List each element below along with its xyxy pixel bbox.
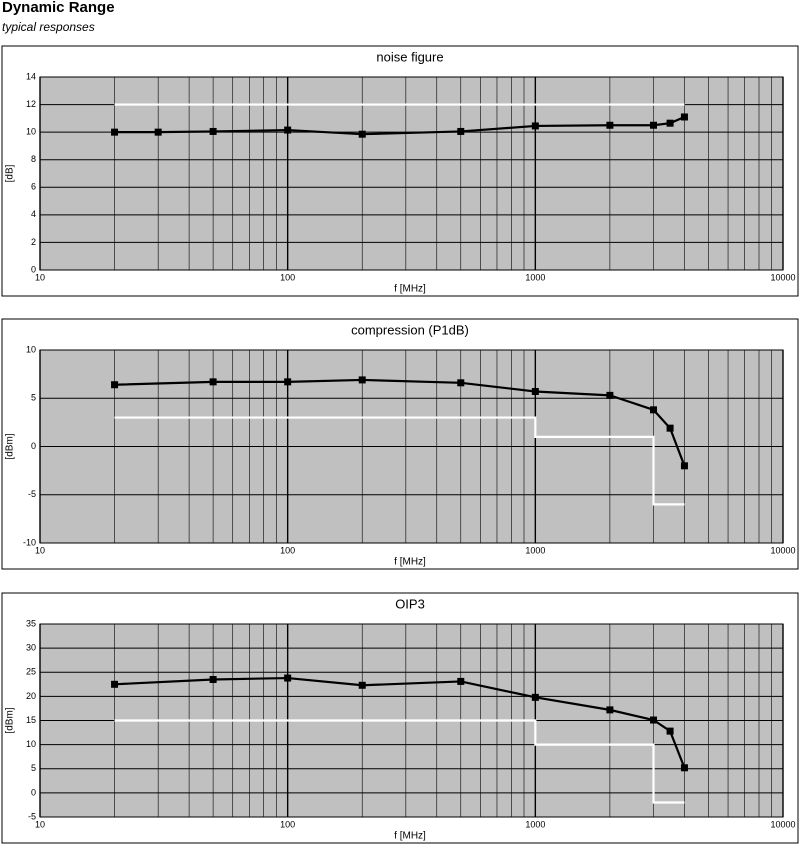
- data-point: [209, 127, 217, 135]
- y-tick-label: 6: [31, 182, 36, 192]
- series-line: [114, 416, 685, 506]
- x-tick-label: 10000: [770, 545, 795, 555]
- data-point: [457, 127, 465, 135]
- y-tick-label: 2: [31, 237, 36, 247]
- x-axis-label: f [MHz]: [394, 831, 426, 842]
- data-point: [531, 122, 539, 130]
- y-tick-label: 5: [31, 393, 36, 403]
- y-tick-label: 10: [26, 127, 36, 137]
- y-tick-label: 25: [26, 667, 36, 677]
- data-point: [358, 681, 366, 689]
- data-point: [209, 675, 217, 683]
- data-point: [666, 727, 674, 735]
- data-point: [111, 381, 119, 389]
- x-tick-label: 10: [35, 272, 45, 282]
- data-point: [154, 128, 162, 136]
- y-axis-label: [dB]: [5, 164, 16, 182]
- y-axis-label: [dBm]: [5, 433, 16, 459]
- data-point: [680, 462, 688, 470]
- y-tick-label: 10: [26, 739, 36, 749]
- y-tick-label: -10: [23, 537, 36, 547]
- data-point: [666, 119, 674, 127]
- x-tick-label: 100: [280, 545, 295, 555]
- data-point: [531, 387, 539, 395]
- y-tick-label: 0: [31, 787, 36, 797]
- data-point: [606, 706, 614, 714]
- data-point: [284, 126, 292, 134]
- data-point: [284, 378, 292, 386]
- y-tick-label: 14: [26, 71, 36, 81]
- y-tick-label: -5: [28, 489, 36, 499]
- data-point: [111, 128, 119, 136]
- x-axis-label: f [MHz]: [394, 284, 426, 295]
- data-point: [457, 379, 465, 387]
- page-subtitle: typical responses: [2, 20, 95, 34]
- y-axis-label: [dBm]: [5, 707, 16, 733]
- x-tick-label: 10: [35, 545, 45, 555]
- data-point: [650, 716, 658, 724]
- data-point: [606, 391, 614, 399]
- page-title: Dynamic Range: [2, 0, 115, 16]
- data-point: [358, 130, 366, 138]
- x-tick-label: 1000: [525, 272, 545, 282]
- series-line: [114, 378, 686, 467]
- y-tick-label: 15: [26, 715, 36, 725]
- y-tick-label: 8: [31, 154, 36, 164]
- data-point: [111, 680, 119, 688]
- y-tick-label: 0: [31, 264, 36, 274]
- plot-area: [39, 76, 784, 271]
- y-tick-label: 12: [26, 99, 36, 109]
- x-tick-label: 10000: [770, 272, 795, 282]
- chart-title: OIP3: [395, 596, 425, 611]
- x-tick-label: 10: [35, 819, 45, 829]
- chart-title: compression (P1dB): [351, 322, 469, 337]
- y-tick-label: 5: [31, 763, 36, 773]
- x-tick-label: 100: [280, 819, 295, 829]
- series-line: [114, 719, 685, 804]
- data-point: [606, 121, 614, 129]
- x-tick-label: 10000: [770, 819, 795, 829]
- data-point: [457, 677, 465, 685]
- y-tick-label: 0: [31, 441, 36, 451]
- data-point: [531, 693, 539, 701]
- data-point: [358, 376, 366, 384]
- data-point: [209, 378, 217, 386]
- data-point: [680, 764, 688, 772]
- y-tick-label: 4: [31, 209, 36, 219]
- y-tick-label: -5: [28, 811, 36, 821]
- data-point: [680, 113, 688, 121]
- y-tick-label: 30: [26, 643, 36, 653]
- x-tick-label: 100: [280, 272, 295, 282]
- x-axis-label: f [MHz]: [394, 557, 426, 568]
- y-tick-label: 20: [26, 691, 36, 701]
- x-tick-label: 1000: [525, 819, 545, 829]
- y-tick-label: 10: [26, 344, 36, 354]
- data-point: [650, 121, 658, 129]
- series-line: [114, 676, 686, 769]
- data-point: [284, 674, 292, 682]
- data-point: [666, 424, 674, 432]
- x-tick-label: 1000: [525, 545, 545, 555]
- data-point: [650, 406, 658, 414]
- chart-title: noise figure: [376, 49, 443, 64]
- y-tick-label: 35: [26, 618, 36, 628]
